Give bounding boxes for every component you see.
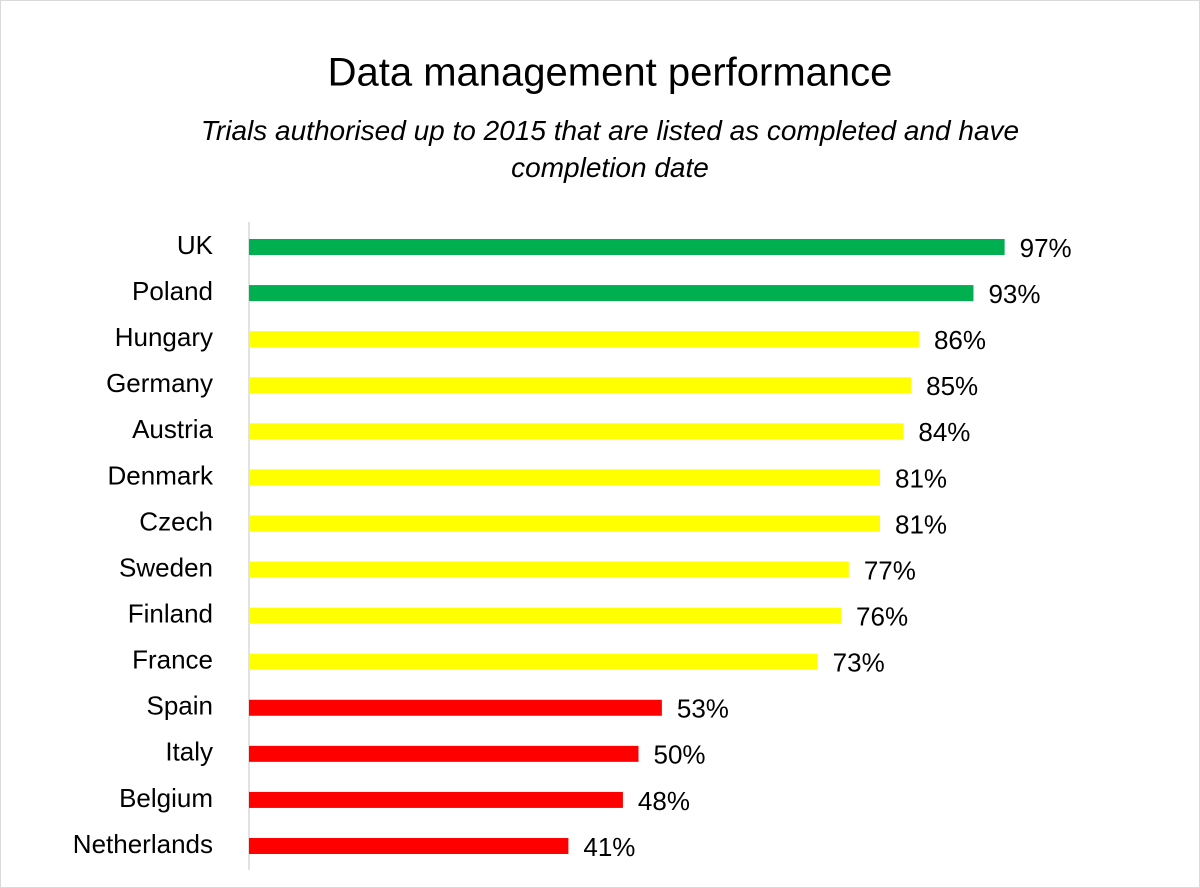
bar	[249, 653, 818, 670]
value-label: 48%	[638, 786, 690, 816]
bar	[249, 745, 639, 762]
bar	[249, 423, 904, 440]
value-label: 93%	[988, 279, 1040, 309]
bar	[249, 331, 919, 348]
value-label: 76%	[856, 601, 908, 631]
y-tick-label: Spain	[147, 691, 214, 721]
y-tick-label: Belgium	[119, 783, 213, 813]
bar	[249, 515, 880, 532]
value-label: 81%	[895, 509, 947, 539]
y-tick-label: Italy	[165, 737, 213, 767]
y-tick-label: Czech	[139, 506, 213, 536]
y-tick-label: Hungary	[115, 322, 213, 352]
value-label: 77%	[864, 555, 916, 585]
value-label: 86%	[934, 325, 986, 355]
y-tick-label: UK	[177, 230, 214, 260]
y-tick-label: Finland	[128, 598, 213, 628]
y-tick-label: Poland	[132, 276, 213, 306]
chart-subtitle: Trials authorised up to 2015 that are li…	[200, 115, 1020, 183]
y-tick-label: France	[132, 645, 213, 675]
value-label: 85%	[926, 371, 978, 401]
y-tick-label: Denmark	[108, 460, 214, 490]
y-tick-label: Netherlands	[73, 829, 213, 859]
y-tick-label: Sweden	[119, 552, 213, 582]
bar	[249, 239, 1005, 255]
bar	[249, 285, 974, 302]
y-tick-label: Germany	[106, 368, 213, 398]
value-label: 53%	[677, 694, 729, 724]
bar	[249, 699, 662, 716]
value-label: 41%	[583, 832, 635, 862]
bar	[249, 377, 912, 394]
value-label: 81%	[895, 463, 947, 493]
y-tick-label: Austria	[132, 414, 213, 444]
bar	[249, 607, 842, 624]
value-label: 50%	[654, 740, 706, 770]
bar	[249, 469, 880, 486]
bar	[249, 561, 849, 578]
chart-title: Data management performance	[328, 51, 893, 95]
bar	[249, 791, 623, 808]
value-label: 73%	[833, 648, 885, 678]
bar	[249, 838, 569, 854]
value-label: 97%	[1020, 233, 1072, 263]
value-label: 84%	[918, 417, 970, 447]
